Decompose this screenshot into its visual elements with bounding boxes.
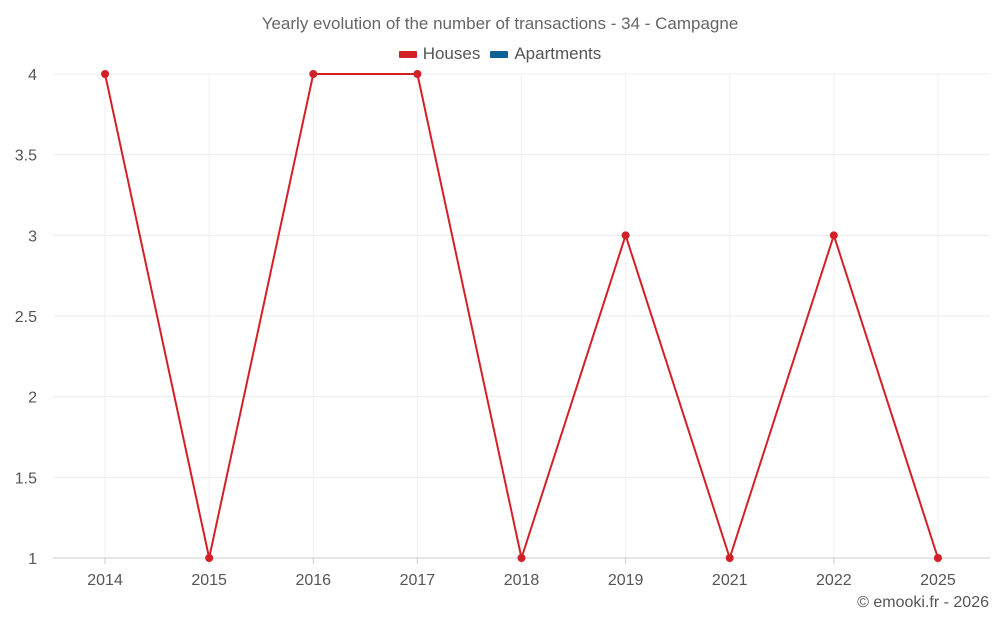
data-point-houses bbox=[725, 554, 734, 562]
y-tick-label: 1.5 bbox=[15, 470, 37, 487]
x-tick-label: 2021 bbox=[712, 572, 748, 589]
data-point-houses bbox=[205, 554, 214, 562]
y-tick-label: 1 bbox=[28, 551, 37, 568]
data-point-houses bbox=[517, 554, 526, 562]
data-point-houses bbox=[621, 231, 630, 240]
legend-item-houses[interactable]: Houses bbox=[398, 44, 481, 64]
y-tick-label: 2.5 bbox=[15, 309, 37, 326]
x-tick-label: 2016 bbox=[295, 572, 331, 589]
credit-text: © emooki.fr - 2026 bbox=[857, 594, 989, 611]
x-tick-label: 2017 bbox=[400, 572, 436, 589]
y-tick-label: 4 bbox=[28, 67, 37, 84]
legend-item-apartments[interactable]: Apartments bbox=[490, 44, 601, 64]
legend-label-apartments: Apartments bbox=[514, 44, 602, 63]
x-tick-label: 2019 bbox=[608, 572, 644, 589]
legend-label-houses: Houses bbox=[422, 44, 481, 63]
x-tick-label: 2014 bbox=[87, 572, 123, 589]
x-tick-label: 2015 bbox=[191, 572, 227, 589]
x-tick-label: 2025 bbox=[920, 572, 956, 589]
y-tick-label: 2 bbox=[28, 390, 37, 407]
legend-swatch-apartments bbox=[490, 50, 509, 58]
data-point-houses bbox=[933, 554, 942, 562]
x-tick-label: 2022 bbox=[816, 572, 852, 589]
data-point-houses bbox=[413, 70, 422, 78]
y-tick-label: 3 bbox=[28, 228, 37, 245]
data-point-houses bbox=[101, 70, 110, 78]
legend: Houses Apartments bbox=[0, 44, 1000, 64]
x-tick-label: 2018 bbox=[504, 572, 540, 589]
data-point-houses bbox=[829, 231, 838, 240]
chart-title: Yearly evolution of the number of transa… bbox=[261, 14, 739, 33]
data-point-houses bbox=[309, 70, 318, 78]
legend-swatch-houses bbox=[398, 50, 417, 58]
y-tick-label: 3.5 bbox=[15, 148, 37, 165]
